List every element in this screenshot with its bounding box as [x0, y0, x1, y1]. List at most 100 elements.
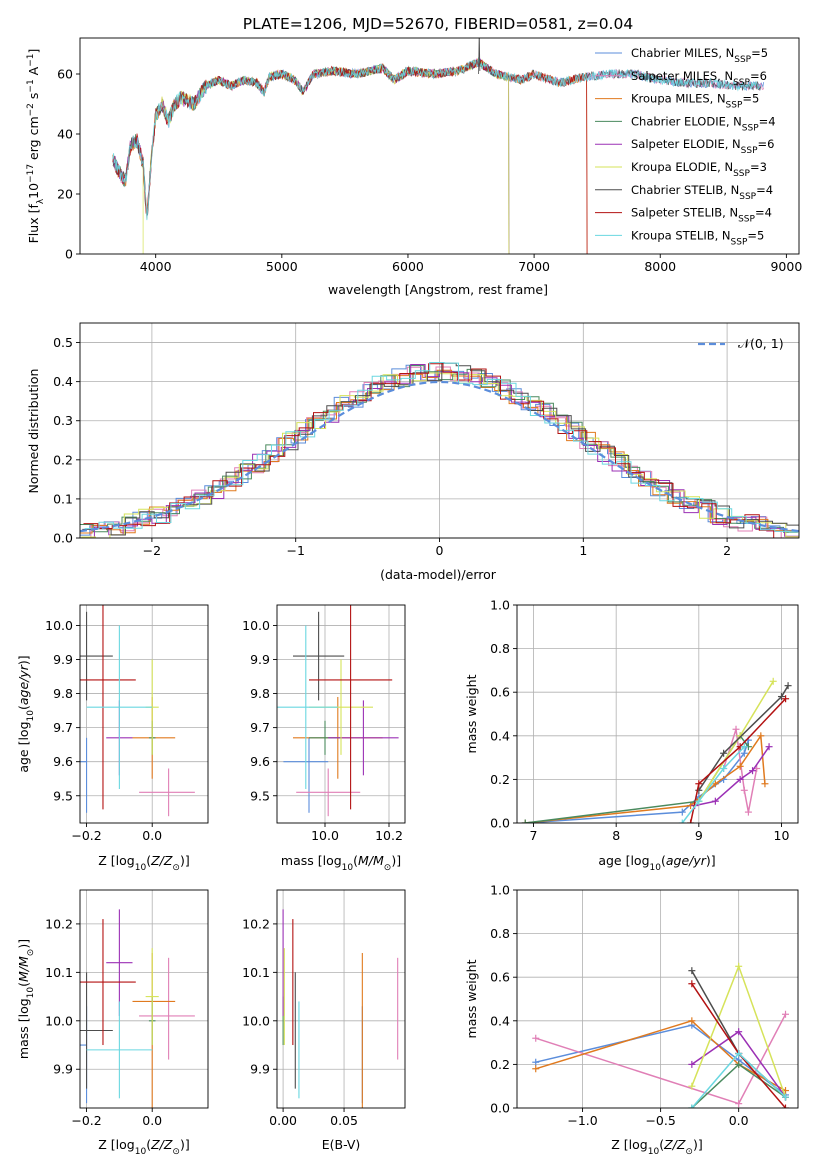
x-tick-label: 9: [695, 828, 703, 843]
label-part: −1: [26, 79, 36, 92]
panel-mass_vs_ebv: 0.00 0.05 9.9 10.0 10.1 10.2 E(B-V): [242, 889, 406, 1152]
label-part: age [log: [16, 721, 31, 772]
y-tick-label: 9.9: [53, 1062, 73, 1077]
plot-area-weight_vs_age: [521, 677, 792, 823]
label-part: 10: [135, 863, 147, 873]
x-axis-label: Z [log10(Z/Z⊙)]: [98, 1137, 189, 1157]
plot-area-mass_vs_ebv: [282, 909, 399, 1108]
y-tick-label: 40: [57, 127, 73, 142]
y-tick-label: 10.0: [242, 618, 270, 633]
plot-area-weight_vs_Z: [532, 962, 790, 1108]
legend-label-normal: 𝒩(0, 1): [738, 336, 784, 351]
axes-frame-age_vs_Z: −0.2 0.09.59.69.79.89.910.0Z [log10(Z/Z⊙)…: [16, 604, 209, 873]
x-axis-label: Z [log10(Z/Z⊙)]: [611, 1137, 702, 1157]
label-part: Normed distribution: [26, 369, 41, 494]
label-part: SSP: [731, 237, 748, 247]
label-part: λ: [36, 198, 46, 204]
y-tick-label: 0.4: [53, 374, 73, 389]
label-part: E(B-V): [322, 1137, 361, 1152]
axes-frame: [79, 37, 800, 255]
label-part: wavelength [Angstrom, rest frame]: [328, 282, 548, 297]
y-tick-label: 0.8: [490, 641, 510, 656]
label-part: (: [353, 853, 358, 868]
weight-line-kroupa_stelib: [681, 746, 745, 823]
label-part: )]: [180, 853, 190, 868]
y-tick-label: 0.5: [53, 335, 73, 350]
label-part: Z/Z: [150, 1137, 173, 1152]
weight-line-salpeter_stelib: [689, 698, 787, 823]
x-tick-label: −0.5: [645, 1113, 675, 1128]
axes-frame-age_vs_mass: 10.0 10.2 9.5 9.6 9.7 9.8 9.9 10.0 mass [log10(M…: [242, 604, 406, 873]
spectrum-line-kroupa_stelib: [112, 57, 761, 221]
y-axis-label: age [log10(age/yr)]: [16, 655, 36, 772]
y-tick-label: 0.2: [490, 772, 510, 787]
label-part: SSP: [741, 146, 758, 156]
x-tick-label: −2: [143, 543, 161, 558]
spectrum-line-chabrier_elodie: [112, 59, 510, 254]
x-tick-label: 9000: [770, 259, 802, 274]
legend-label-chabrier_stelib: Chabrier STELIB, NSSP=4: [631, 183, 773, 202]
label-part: 10: [26, 710, 36, 722]
label-part: Salpeter STELIB, N: [631, 206, 738, 220]
y-tick-label: 0.0: [490, 816, 510, 831]
x-tick-label: 0: [436, 543, 444, 558]
x-tick-label: 0.0: [142, 828, 162, 843]
axes-frame-mass_vs_ebv: 0.00 0.05 9.9 10.0 10.1 10.2 E(B-V): [242, 889, 406, 1152]
plot-area-mass_vs_Z: [80, 909, 195, 1108]
plot-area-residuals: [80, 362, 799, 538]
legend-label-salpeter_miles: Salpeter MILES, NSSP=6: [631, 69, 767, 88]
x-tick-label: 8: [612, 828, 620, 843]
spectrum-line-salpeter_elodie: [112, 58, 510, 254]
panel-age_vs_mass: 10.0 10.2 9.5 9.6 9.7 9.8 9.9 10.0 mass [log10(M…: [242, 604, 406, 873]
y-tick-label: 0.4: [490, 1013, 510, 1028]
y-axis-label: Normed distribution: [26, 369, 41, 494]
y-tick-label: 0: [65, 247, 73, 262]
weight-line-salpeter_elodie: [694, 746, 770, 807]
label-part: =5: [747, 228, 764, 242]
x-tick-label: 7: [530, 828, 538, 843]
label-part: (data-model)/error: [380, 567, 497, 582]
y-tick-label: 9.6: [250, 754, 270, 769]
plot-area-spectrum: [112, 38, 765, 254]
x-tick-label: 0.05: [330, 1113, 358, 1128]
label-part: s: [26, 93, 41, 104]
legend-label-salpeter_elodie: Salpeter ELODIE, NSSP=6: [631, 137, 774, 156]
x-axis-label: wavelength [Angstrom, rest frame]: [328, 282, 548, 297]
y-tick-label: 60: [57, 67, 73, 82]
y-tick-label: 0.2: [53, 452, 73, 467]
label-part: 10: [648, 1147, 660, 1157]
x-tick-label: −0.2: [71, 828, 101, 843]
label-part: 10: [26, 183, 41, 199]
spectrum-line-kroupa_miles: [112, 56, 588, 254]
label-part: ⊙: [685, 1147, 693, 1157]
label-part: (: [16, 982, 31, 987]
y-tick-label: 10.2: [45, 916, 73, 931]
label-part: (: [146, 853, 151, 868]
label-part: −17: [26, 164, 36, 183]
label-part: SSP: [739, 192, 756, 202]
label-part: Flux [f: [26, 204, 41, 244]
label-part: Kroupa ELODIE, N: [631, 160, 733, 174]
label-part: SSP: [738, 215, 755, 225]
label-part: mass weight: [464, 959, 479, 1038]
y-tick-label: 9.9: [250, 1062, 270, 1077]
y-tick-label: 10.1: [45, 965, 73, 980]
x-tick-label: −1.0: [567, 1113, 597, 1128]
label-part: mass [log: [281, 853, 342, 868]
y-axis-label: mass weight: [464, 674, 479, 753]
label-part: )]: [180, 1137, 190, 1152]
label-part: −2: [26, 103, 36, 116]
histogram-kroupa_elodie: [81, 372, 799, 538]
legend-label-salpeter_stelib: Salpeter STELIB, NSSP=4: [631, 206, 772, 225]
y-tick-label: 10.0: [45, 1013, 73, 1028]
label-part: )]: [16, 655, 31, 665]
label-part: Chabrier MILES, N: [631, 46, 734, 60]
weight-line-chabrier_stelib: [698, 685, 789, 791]
y-tick-label: 0.1: [53, 491, 73, 506]
axes-frame-spectrum: 4000 5000 6000 7000 8000 9000 0 20 40 60 Chabrier …: [26, 37, 802, 297]
label-part: mass [log: [16, 998, 31, 1059]
histogram-chabrier_elodie: [80, 365, 798, 533]
